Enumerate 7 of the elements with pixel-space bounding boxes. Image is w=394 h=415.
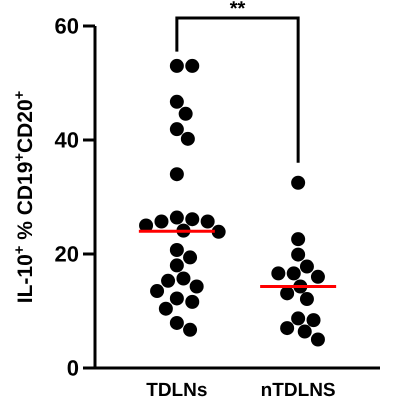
y-tick-label: 0 [66, 356, 79, 381]
y-tick-label: 40 [54, 128, 79, 153]
x-tick-label: nTDLNS [260, 380, 336, 401]
x-tick-label: TDLNs [146, 380, 208, 401]
y-tick-label: 60 [54, 14, 79, 39]
y-tick-label: 20 [54, 242, 79, 267]
text: ** [230, 0, 246, 20]
